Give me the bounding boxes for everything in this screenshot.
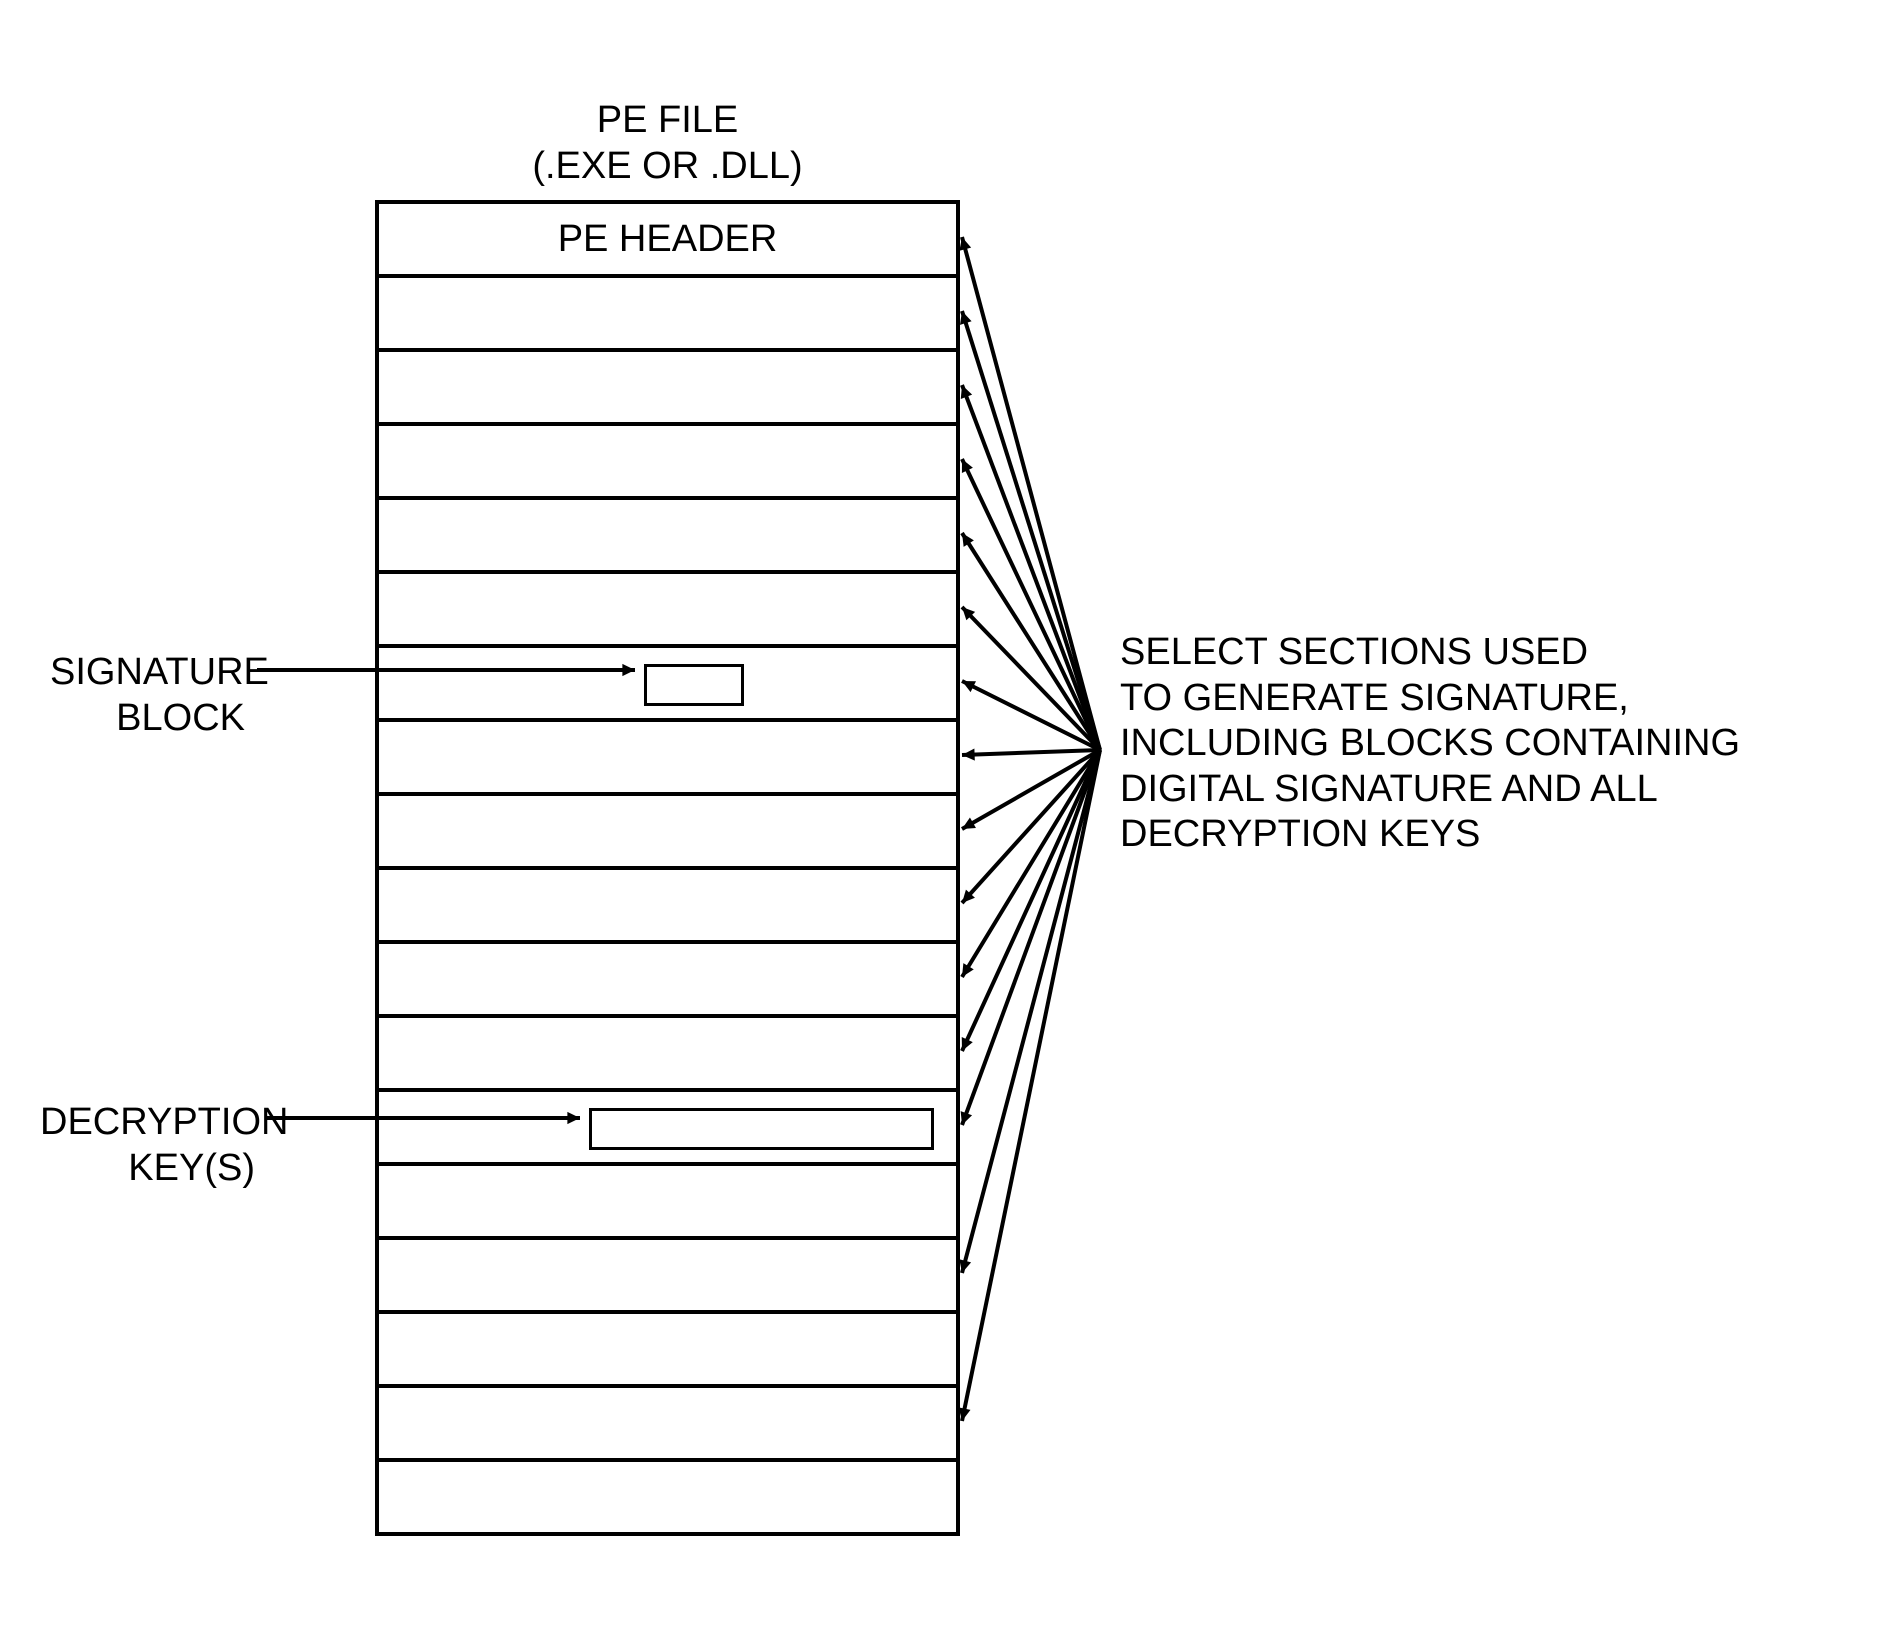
right-label-line-3: DIGITAL SIGNATURE AND ALL (1120, 767, 1820, 813)
pe-file-table: PE HEADER (375, 200, 960, 1536)
pe-row-15 (379, 1314, 956, 1388)
title-block: PE FILE (.EXE OR .DLL) (375, 98, 960, 189)
title-line1: PE FILE (375, 98, 960, 144)
right-label-line-0: SELECT SECTIONS USED (1120, 630, 1820, 676)
pe-row-10 (379, 944, 956, 1018)
pe-row-0: PE HEADER (379, 204, 956, 278)
diagram-container: PE FILE (.EXE OR .DLL) PE HEADER SIGNATU… (40, 40, 1840, 1590)
pe-row-12 (379, 1092, 956, 1166)
decryption-key-label: DECRYPTION KEY(S) (40, 1100, 255, 1191)
pe-row-3 (379, 426, 956, 500)
decryption-label-line2: KEY(S) (40, 1146, 255, 1192)
pe-row-13 (379, 1166, 956, 1240)
right-label-line-1: TO GENERATE SIGNATURE, (1120, 676, 1820, 722)
signature-block-label: SIGNATURE BLOCK (50, 650, 245, 741)
pe-row-2 (379, 352, 956, 426)
title-line2: (.EXE OR .DLL) (375, 144, 960, 190)
pe-row-5 (379, 574, 956, 648)
right-label-line-2: INCLUDING BLOCKS CONTAINING (1120, 721, 1820, 767)
pe-row-9 (379, 870, 956, 944)
pe-row-1 (379, 278, 956, 352)
pe-row-6 (379, 648, 956, 722)
pe-row-14 (379, 1240, 956, 1314)
decryption-label-line1: DECRYPTION (40, 1100, 255, 1146)
signature-label-line1: SIGNATURE (50, 650, 245, 696)
pe-row-8 (379, 796, 956, 870)
pe-row-11 (379, 1018, 956, 1092)
pe-row-4 (379, 500, 956, 574)
decryption-inner-box (589, 1108, 934, 1150)
pe-row-7 (379, 722, 956, 796)
signature-inner-box (644, 664, 744, 706)
select-sections-label: SELECT SECTIONS USEDTO GENERATE SIGNATUR… (1120, 630, 1820, 858)
signature-label-line2: BLOCK (50, 696, 245, 742)
pe-row-17 (379, 1462, 956, 1536)
pe-row-16 (379, 1388, 956, 1462)
right-label-line-4: DECRYPTION KEYS (1120, 812, 1820, 858)
